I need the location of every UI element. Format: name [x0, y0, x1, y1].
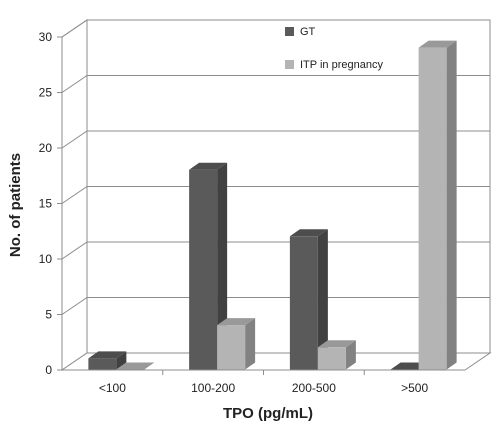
bar-top-face	[289, 229, 328, 237]
bar-front-face	[418, 47, 447, 370]
legend-swatch	[285, 60, 294, 69]
bar-top-face	[317, 340, 356, 348]
x-tick-label: 100-200	[191, 381, 235, 395]
gridline	[61, 130, 490, 149]
bar-itp	[317, 340, 356, 370]
bar-gt	[289, 229, 328, 370]
legend-swatch	[285, 27, 294, 36]
x-tick-label: >500	[401, 381, 428, 395]
legend-label: ITP in pregnancy	[300, 59, 383, 71]
gridline	[61, 75, 490, 93]
y-tick-label: 0	[45, 363, 52, 377]
bar-side-face	[345, 340, 356, 370]
x-axis-title: TPO (pg/mL)	[223, 405, 313, 422]
bars	[88, 40, 457, 370]
bar-side-face	[446, 40, 457, 370]
y-tick-label: 30	[39, 30, 53, 44]
bar-top-face	[418, 40, 457, 48]
bar-itp	[116, 362, 155, 370]
bar-top-face	[88, 351, 127, 359]
bar-top-face	[217, 318, 256, 326]
gridline	[61, 19, 490, 38]
bar-front-face	[289, 236, 318, 370]
bar-front-face	[217, 325, 246, 370]
bar-gt	[189, 162, 228, 370]
y-axis-title: No. of patients	[7, 153, 24, 257]
bar-gt	[88, 351, 127, 370]
gridline	[61, 241, 490, 260]
bar-top-face	[116, 362, 155, 370]
x-tick-label: 200-500	[292, 381, 336, 395]
y-tick-label: 10	[39, 252, 53, 266]
bar-side-face	[317, 229, 328, 370]
bar-front-face	[88, 358, 117, 370]
bar-side-face	[116, 351, 127, 370]
y-tick-label: 5	[45, 308, 52, 322]
y-tick-label: 15	[39, 197, 53, 211]
bar-side-face	[245, 318, 256, 370]
bar-front-face	[189, 169, 218, 370]
bar-top-face	[189, 162, 228, 170]
axes: 0 5 10 15 20 25 30 <100 100-200 200-500 >500	[39, 30, 465, 395]
bar-side-face	[217, 162, 228, 370]
bar-itp	[217, 318, 256, 370]
x-tick-label: <100	[99, 381, 126, 395]
legend: GT ITP in pregnancy	[285, 26, 383, 71]
legend-label: GT	[300, 26, 316, 38]
y-tick-label: 20	[39, 141, 53, 155]
bar-front-face	[317, 347, 346, 370]
gridline	[61, 297, 490, 315]
y-tick-label: 25	[39, 86, 53, 100]
bar-itp	[418, 40, 457, 370]
gridline	[61, 186, 490, 204]
gridlines	[61, 19, 490, 315]
